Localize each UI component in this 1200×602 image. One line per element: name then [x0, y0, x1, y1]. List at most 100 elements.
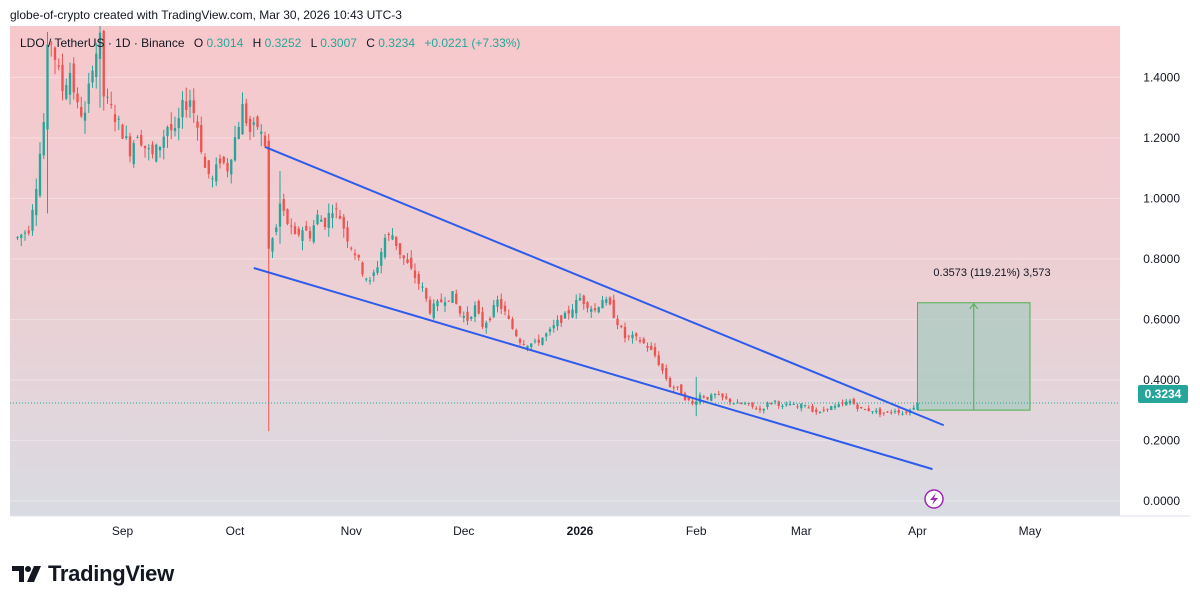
- tradingview-logo-icon: [12, 566, 41, 582]
- candle-body: [200, 124, 203, 152]
- legend: LDO / TetherUS · 1D · Binance O 0.3014 H…: [20, 36, 520, 50]
- legend-open-label: O: [194, 36, 203, 50]
- chart-area[interactable]: 1.4000 1.2000 1.0000 0.8000 0.6000 0.4000 0.20…: [10, 26, 1190, 542]
- candle-body: [338, 215, 342, 219]
- legend-low-value: 0.3007: [320, 36, 357, 50]
- candle-body: [252, 122, 255, 125]
- candle-body: [361, 262, 364, 275]
- time-tick-label: Oct: [226, 524, 245, 538]
- candle-body: [702, 396, 705, 398]
- candle-body: [158, 146, 162, 151]
- price-tick-label: 1.2000: [1143, 131, 1180, 145]
- tradingview-logo-text: TradingView: [48, 561, 174, 586]
- candle-body: [215, 164, 218, 182]
- price-chart[interactable]: 1.4000 1.2000 1.0000 0.8000 0.6000 0.4000 0.20…: [10, 26, 1190, 542]
- candle-body: [638, 340, 642, 342]
- candle-body: [661, 363, 664, 371]
- candle-body: [901, 413, 904, 415]
- candle-body: [698, 394, 702, 403]
- candle-body: [601, 300, 604, 309]
- candle-body: [260, 131, 263, 134]
- candle-body: [650, 345, 653, 350]
- candle-body: [106, 96, 109, 98]
- candle-body: [612, 300, 615, 318]
- trendline-lower: [253, 267, 933, 471]
- candle-body: [488, 318, 492, 321]
- candle-body: [590, 308, 593, 312]
- trendlines[interactable]: [253, 146, 945, 471]
- candle-body: [87, 83, 90, 104]
- candle-body: [860, 407, 863, 409]
- candles: [16, 26, 919, 432]
- legend-symbol: LDO / TetherUS · 1D · Binance: [20, 36, 185, 50]
- candle-body: [42, 122, 45, 156]
- candle-body: [740, 402, 743, 404]
- price-tick-label: 1.0000: [1143, 191, 1180, 205]
- candle-body: [57, 65, 60, 67]
- candle-body: [623, 327, 627, 339]
- candle-body: [751, 402, 754, 407]
- candle-body: [837, 404, 840, 407]
- candle-body: [863, 409, 867, 411]
- measure-tool[interactable]: [917, 302, 1031, 411]
- time-tick-label: Sep: [112, 524, 134, 538]
- candle-body: [350, 247, 353, 249]
- candle-body: [867, 408, 870, 412]
- candle-body: [278, 203, 282, 227]
- candle-body: [248, 118, 252, 132]
- candle-body: [462, 315, 465, 318]
- lightning-icon[interactable]: [924, 489, 944, 509]
- candle-body: [346, 227, 349, 242]
- candle-body: [293, 226, 297, 234]
- candle-body: [113, 114, 117, 123]
- candle-body: [16, 237, 19, 239]
- candle-body: [848, 400, 852, 404]
- candle-body: [286, 209, 289, 224]
- candle-body: [526, 345, 529, 348]
- candle-body: [35, 188, 38, 216]
- candle-body: [102, 30, 105, 97]
- candle-body: [721, 393, 724, 398]
- candle-body: [308, 230, 312, 239]
- candle-body: [290, 225, 293, 227]
- candle-body: [676, 386, 679, 388]
- candle-body: [428, 299, 432, 314]
- candle-body: [312, 225, 315, 242]
- candle-body: [811, 405, 814, 412]
- candle-body: [305, 226, 308, 231]
- candle-body: [567, 310, 570, 314]
- candle-body: [803, 405, 807, 407]
- candle-body: [552, 325, 555, 329]
- candle-body: [743, 403, 747, 405]
- candle-body: [522, 343, 525, 345]
- candle-body: [353, 253, 357, 256]
- candle-body: [477, 300, 480, 314]
- candle-body: [83, 112, 87, 121]
- candle-body: [593, 308, 597, 311]
- candle-body: [267, 140, 270, 249]
- candle-body: [413, 270, 417, 279]
- price-tick-label: 0.0000: [1143, 494, 1180, 508]
- legend-low-label: L: [311, 36, 318, 50]
- candle-body: [695, 401, 698, 405]
- candle-body: [196, 121, 199, 128]
- candle-body: [830, 406, 833, 411]
- candle-body: [541, 337, 544, 345]
- candle-body: [425, 288, 428, 299]
- candle-body: [140, 134, 143, 146]
- candle-body: [368, 280, 372, 282]
- candle-body: [76, 93, 79, 103]
- candle-body: [575, 300, 578, 314]
- time-axis[interactable]: Sep Oct Nov Dec 2026 Feb Mar Apr May: [10, 515, 1190, 538]
- candle-body: [192, 100, 195, 114]
- candle-body: [65, 85, 68, 99]
- candle-body: [680, 384, 683, 395]
- candle-body: [886, 411, 889, 413]
- candle-body: [582, 295, 585, 304]
- candle-body: [282, 198, 285, 211]
- candle-body: [147, 148, 150, 150]
- candle-body: [95, 53, 98, 78]
- candle-body: [691, 401, 694, 404]
- tradingview-logo[interactable]: TradingView: [12, 561, 174, 587]
- price-axis[interactable]: 1.4000 1.2000 1.0000 0.8000 0.6000 0.4000 0.20…: [1143, 70, 1180, 507]
